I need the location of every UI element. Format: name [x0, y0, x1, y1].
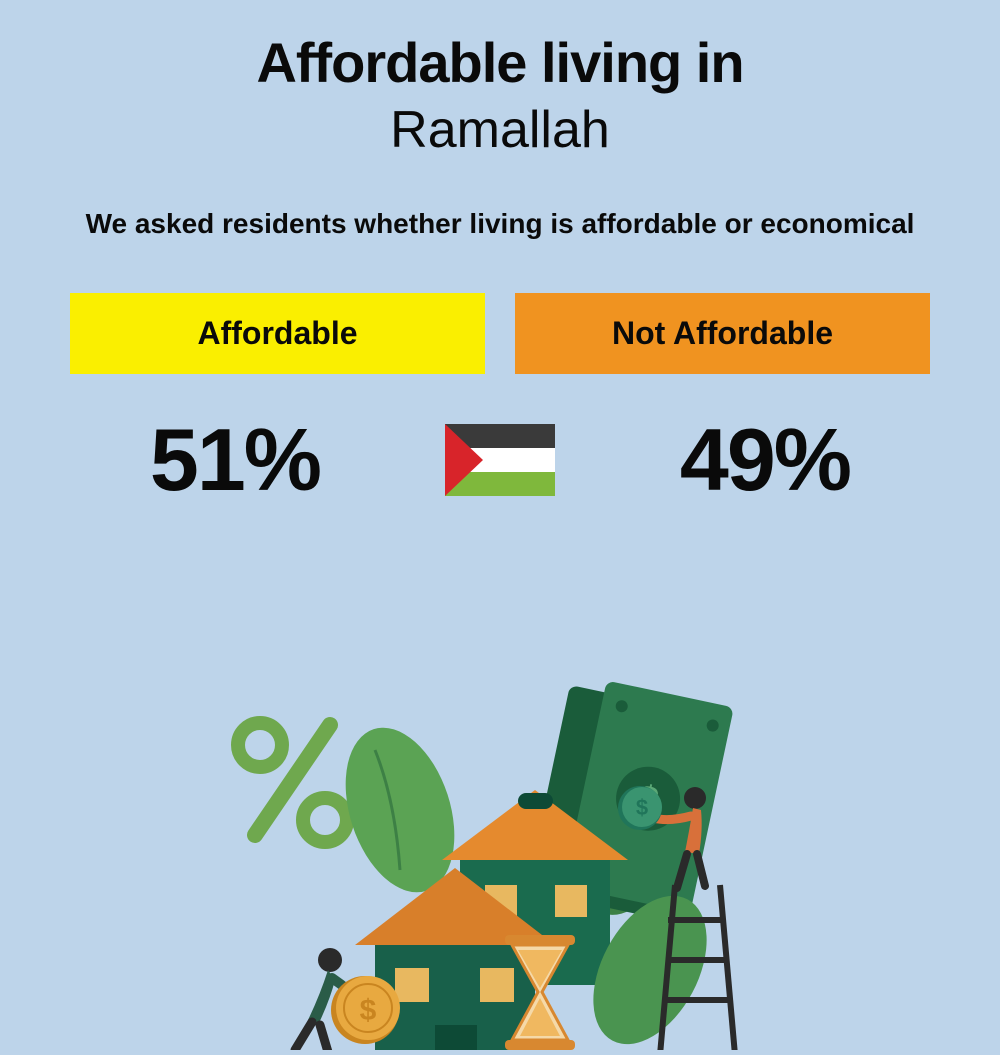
percent-icon: [238, 723, 347, 842]
svg-text:$: $: [636, 795, 648, 820]
title-city: Ramallah: [60, 100, 940, 160]
description-text: We asked residents whether living is aff…: [60, 205, 940, 243]
title-main: Affordable living in: [60, 30, 940, 95]
label-affordable: Affordable: [70, 293, 485, 374]
palestine-flag-icon: [445, 424, 555, 496]
flag-triangle: [445, 424, 483, 496]
label-not-affordable: Not Affordable: [515, 293, 930, 374]
percent-row: 51% 49%: [60, 409, 940, 511]
stats-row: Affordable Not Affordable: [60, 293, 940, 374]
housing-illustration-icon: $: [200, 670, 800, 1050]
stat-not-affordable: Not Affordable: [515, 293, 930, 374]
percent-not-affordable: 49%: [590, 409, 940, 511]
coin-right-icon: $: [618, 786, 662, 830]
svg-text:$: $: [360, 994, 377, 1027]
percent-affordable: 51%: [60, 409, 410, 511]
stat-affordable: Affordable: [70, 293, 485, 374]
